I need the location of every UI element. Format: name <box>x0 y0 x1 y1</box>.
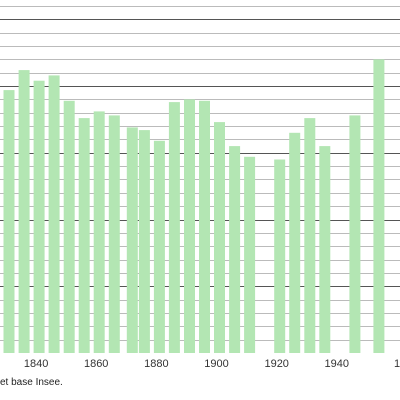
bars <box>3 59 385 354</box>
bar-1836 <box>18 70 30 353</box>
bar-1931 <box>304 118 316 353</box>
x-tick-label: 1 <box>394 358 400 370</box>
bar-1866 <box>108 115 120 354</box>
bar-1872 <box>126 127 138 354</box>
x-tick-label: 1920 <box>264 358 288 370</box>
x-axis-ticks: 1840 1860 1880 1900 1920 1940 1 <box>24 358 400 370</box>
bar-1856 <box>78 118 90 353</box>
bar-1901 <box>214 122 225 353</box>
x-tick-label: 1840 <box>24 358 48 370</box>
bar-1946 <box>349 115 361 354</box>
source-note: et base Insee. <box>0 377 63 388</box>
x-tick-label: 1860 <box>84 358 108 370</box>
bar-1881 <box>153 140 165 353</box>
bar-1906 <box>229 146 241 353</box>
x-tick-label: 1880 <box>144 358 168 370</box>
bar-1831 <box>3 90 15 353</box>
bar-1846 <box>48 75 60 354</box>
bar-1936 <box>319 146 331 353</box>
x-tick-label: 1900 <box>204 358 228 370</box>
bar-1954 <box>373 59 385 354</box>
bar-1926 <box>289 132 301 353</box>
bar-1911 <box>244 156 256 353</box>
bar-1851 <box>63 100 75 353</box>
bar-1886 <box>168 102 180 353</box>
bar-1876 <box>138 130 150 353</box>
bar-1896 <box>199 100 210 353</box>
bar-1921 <box>274 159 286 353</box>
bar-1861 <box>93 111 105 354</box>
x-tick-label: 1940 <box>325 358 349 370</box>
bar-1841 <box>33 80 45 353</box>
bar-1891 <box>184 99 195 354</box>
